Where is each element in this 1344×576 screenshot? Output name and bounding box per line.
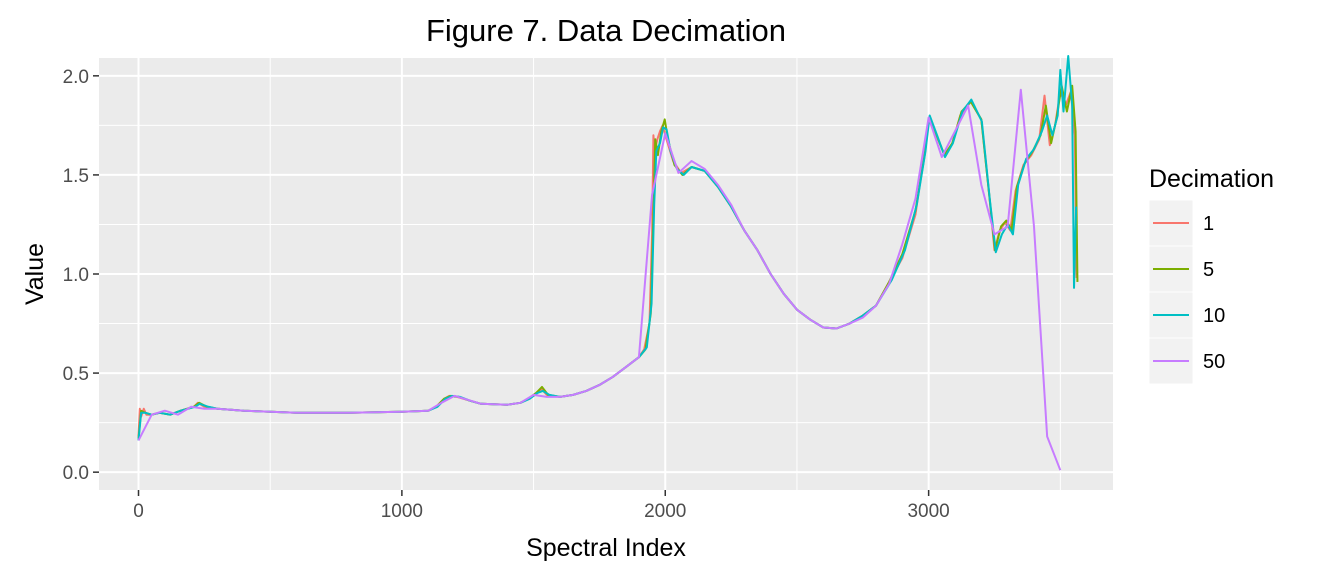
legend-title: Decimation <box>1149 165 1274 193</box>
y-axis-title: Value <box>21 243 49 305</box>
y-tick-label: 0.5 <box>63 364 89 385</box>
legend-label-10: 10 <box>1203 305 1225 327</box>
y-tick-label: 1.5 <box>63 166 89 187</box>
legend-label-5: 5 <box>1203 259 1214 281</box>
y-tick-label: 2.0 <box>63 67 89 88</box>
legend: Decimation 1 5 10 50 <box>1148 165 1274 385</box>
x-axis-title: Spectral Index <box>526 534 686 562</box>
x-tick-label: 0 <box>133 501 144 522</box>
series-lines <box>137 55 1079 471</box>
y-tick-label: 0.0 <box>63 463 89 484</box>
y-tick-label: 1.0 <box>63 265 89 286</box>
x-tick-label: 2000 <box>644 501 686 522</box>
grid-major <box>99 58 1113 490</box>
legend-label-1: 1 <box>1203 213 1214 235</box>
series-line-50 <box>137 88 1062 471</box>
x-tick-label: 1000 <box>381 501 423 522</box>
chart-title: Figure 7. Data Decimation <box>426 13 786 48</box>
legend-items: 1 5 10 50 <box>1148 199 1225 385</box>
x-axis: 0 1000 2000 3000 <box>133 490 950 522</box>
x-tick-label: 3000 <box>907 501 949 522</box>
legend-label-50: 50 <box>1203 351 1225 373</box>
y-axis: 0.0 0.5 1.0 1.5 2.0 <box>63 67 99 484</box>
